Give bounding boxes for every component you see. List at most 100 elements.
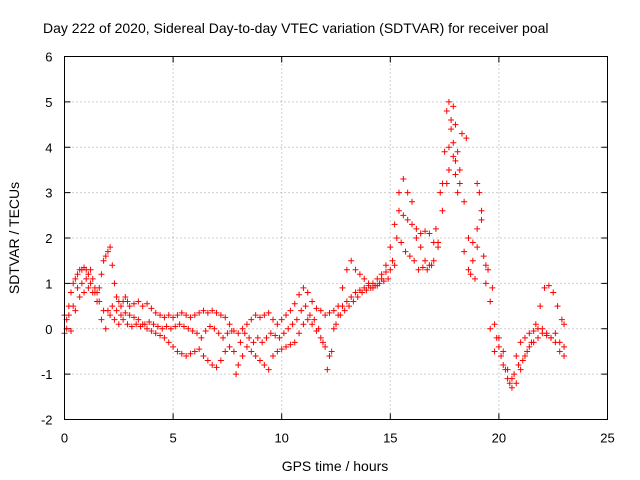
data-point-marker	[350, 298, 357, 305]
data-point-marker	[395, 207, 402, 214]
data-point-marker	[367, 284, 374, 291]
data-point-marker	[259, 339, 266, 346]
data-point-marker	[395, 189, 402, 196]
data-point-marker	[330, 325, 337, 332]
data-point-marker	[348, 293, 355, 300]
data-point-marker	[372, 282, 379, 289]
data-point-marker	[317, 307, 324, 314]
data-point-marker	[124, 298, 131, 305]
data-point-marker	[109, 303, 116, 310]
data-point-marker	[456, 180, 463, 187]
data-point-marker	[157, 312, 164, 319]
data-point-marker	[469, 257, 476, 264]
data-point-marker	[482, 280, 489, 287]
y-tick-label: -2	[41, 413, 53, 428]
data-point-marker	[161, 314, 168, 321]
data-point-marker	[309, 298, 316, 305]
data-point-marker	[556, 339, 563, 346]
data-point-marker	[359, 289, 366, 296]
data-point-marker	[474, 244, 481, 251]
data-point-marker	[185, 325, 192, 332]
data-point-marker	[87, 266, 94, 273]
data-point-marker	[296, 291, 303, 298]
data-point-marker	[550, 289, 557, 296]
data-point-marker	[76, 293, 83, 300]
data-point-marker	[74, 284, 81, 291]
data-point-marker	[141, 321, 148, 328]
data-point-marker	[537, 303, 544, 310]
data-point-marker	[343, 266, 350, 273]
data-point-marker	[87, 280, 94, 287]
data-point-marker	[517, 339, 524, 346]
data-point-marker	[426, 230, 433, 237]
data-point-marker	[139, 303, 146, 310]
data-point-marker	[558, 316, 565, 323]
data-point-marker	[256, 314, 263, 321]
data-point-marker	[532, 321, 539, 328]
data-point-marker	[541, 284, 548, 291]
data-point-marker	[485, 266, 492, 273]
data-point-marker	[554, 303, 561, 310]
data-point-marker	[213, 364, 220, 371]
data-point-marker	[465, 266, 472, 273]
data-point-marker	[456, 166, 463, 173]
data-point-marker	[445, 144, 452, 151]
data-point-marker	[72, 307, 79, 314]
data-point-marker	[561, 343, 568, 350]
data-point-marker	[220, 334, 227, 341]
data-point-marker	[519, 357, 526, 364]
data-point-marker	[111, 316, 118, 323]
series-track-a	[61, 126, 568, 391]
data-point-marker	[148, 328, 155, 335]
data-point-marker	[439, 180, 446, 187]
data-point-marker	[235, 362, 242, 369]
data-point-marker	[126, 303, 133, 310]
data-point-marker	[326, 309, 333, 316]
data-point-marker	[211, 325, 218, 332]
data-point-marker	[495, 343, 502, 350]
data-point-marker	[450, 139, 457, 146]
data-point-marker	[68, 289, 75, 296]
data-point-marker	[428, 262, 435, 269]
data-point-marker	[487, 298, 494, 305]
data-point-marker	[487, 325, 494, 332]
data-point-marker	[445, 166, 452, 173]
data-point-marker	[311, 316, 318, 323]
data-point-marker	[278, 346, 285, 353]
data-point-marker	[187, 350, 194, 357]
data-point-marker	[548, 334, 555, 341]
data-point-marker	[72, 275, 79, 282]
data-point-marker	[469, 239, 476, 246]
data-point-marker	[270, 352, 277, 359]
data-point-marker	[133, 321, 140, 328]
grid	[64, 56, 608, 420]
data-point-marker	[476, 189, 483, 196]
data-point-marker	[306, 312, 313, 319]
y-tick-label: 0	[45, 322, 52, 337]
data-point-marker	[152, 330, 159, 337]
data-point-marker	[250, 339, 257, 346]
data-point-marker	[256, 357, 263, 364]
data-point-marker	[515, 362, 522, 369]
data-point-marker	[81, 289, 88, 296]
data-point-marker	[452, 121, 459, 128]
data-point-marker	[124, 321, 131, 328]
data-point-marker	[437, 189, 444, 196]
data-point-marker	[135, 298, 142, 305]
data-point-marker	[161, 334, 168, 341]
data-point-marker	[561, 352, 568, 359]
y-tick-label: -1	[41, 367, 53, 382]
data-point-marker	[196, 309, 203, 316]
data-point-marker	[98, 271, 105, 278]
data-point-marker	[458, 130, 465, 137]
data-point-marker	[461, 198, 468, 205]
data-point-marker	[526, 343, 533, 350]
data-point-marker	[448, 126, 455, 133]
y-tick-label: 6	[45, 50, 52, 65]
data-point-marker	[534, 334, 541, 341]
data-point-marker	[304, 316, 311, 323]
data-point-marker	[131, 300, 138, 307]
data-point-marker	[144, 325, 151, 332]
data-point-marker	[167, 325, 174, 332]
x-tick-label: 25	[600, 431, 614, 446]
